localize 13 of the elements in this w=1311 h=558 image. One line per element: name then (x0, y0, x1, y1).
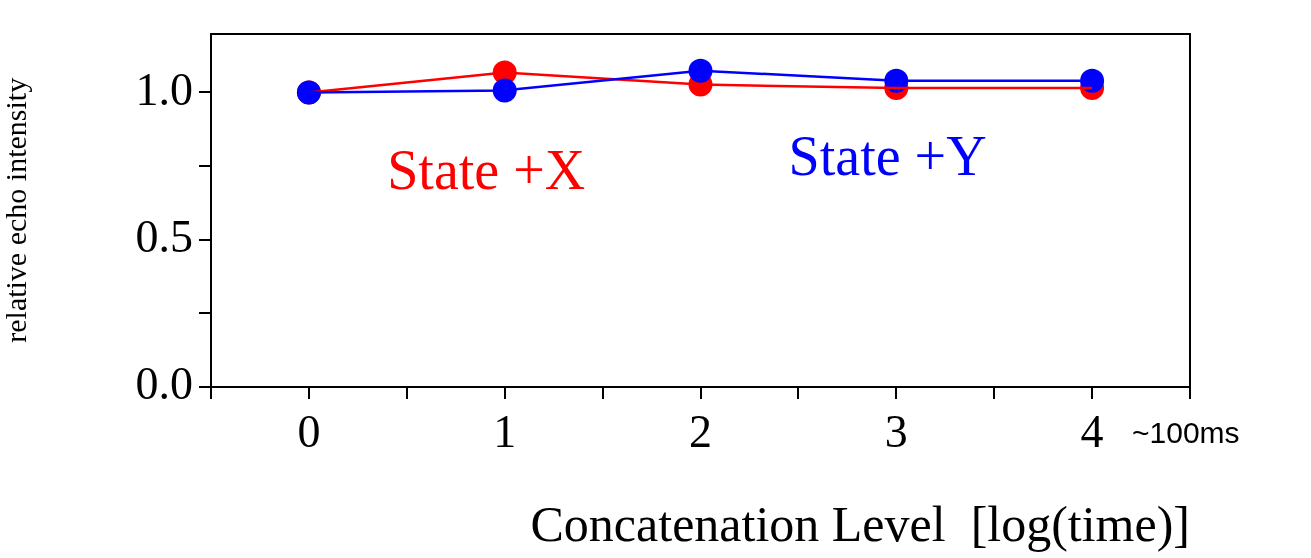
y-tick-label: 0.5 (135, 210, 193, 262)
y-tick-label: 0.0 (135, 358, 193, 410)
x-tick-label: 2 (689, 405, 712, 457)
x-tick-label: 4 (1080, 405, 1104, 457)
y-tick-label: 1.0 (135, 63, 193, 115)
x-tick-label: 0 (297, 405, 321, 457)
x-axis-title: Concatenation Level [log(time)] (530, 496, 1190, 553)
series-label: State +Y (788, 124, 987, 187)
y-axis-title: relative echo intensity (0, 77, 32, 343)
x-tick-label: 3 (884, 405, 908, 457)
x-tick-label: 1 (493, 405, 517, 457)
series-label: State +X (387, 139, 586, 202)
text: ~100ms (1132, 416, 1240, 449)
